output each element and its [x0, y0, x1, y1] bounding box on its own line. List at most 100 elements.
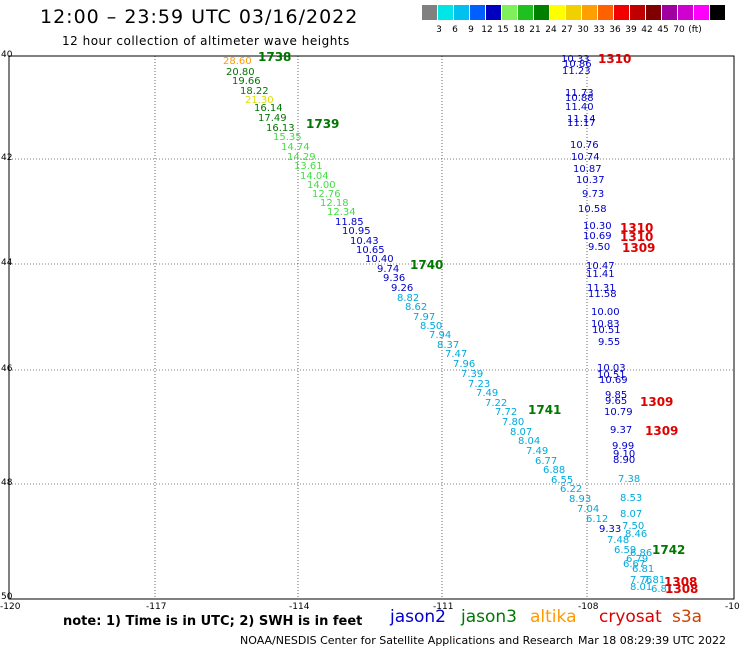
grid-lines	[9, 56, 734, 599]
wave-height-value: 9.74	[377, 264, 400, 275]
pass-time-label: 1308	[665, 582, 699, 596]
wave-height-value: 9.50	[588, 242, 611, 253]
wave-height-value: 14.00	[307, 180, 336, 191]
wave-height-value: 7.72	[495, 407, 518, 418]
y-tick-label: 44	[1, 258, 13, 268]
pass-time-label: 1309	[645, 424, 679, 438]
scale-label: 15	[497, 25, 509, 35]
wave-height-value: 21.30	[245, 95, 274, 106]
pass-time-label: 1740	[410, 258, 444, 272]
wave-height-value: 8.90	[613, 455, 636, 466]
scale-label: 27	[561, 25, 573, 35]
pass-time-label: 1738	[258, 50, 292, 64]
scale-label: 33	[593, 25, 605, 35]
wave-height-value: 6.88	[543, 465, 566, 476]
wave-height-value: 7.49	[526, 446, 549, 457]
wave-height-value: 8.01	[630, 582, 653, 593]
pass-time-label: 1742	[652, 543, 686, 557]
scale-swatch	[486, 5, 501, 20]
scale-label: 36	[609, 25, 621, 35]
wave-height-value: 10.83	[591, 319, 620, 330]
scale-swatch	[422, 5, 437, 20]
wave-height-value: 13.61	[294, 161, 323, 172]
wave-height-value: 10.00	[591, 307, 620, 318]
wave-height-value: 19.66	[232, 76, 261, 87]
wave-height-value: 11.85	[335, 217, 364, 228]
scale-label: 3	[436, 25, 442, 35]
wave-height-value: 9.10	[613, 449, 636, 460]
wave-height-value: 7.96	[453, 359, 476, 370]
scale-swatch	[566, 5, 581, 20]
scale-label: 39	[625, 25, 637, 35]
scale-label: 70	[673, 25, 685, 35]
wave-height-value: 8.62	[405, 302, 428, 313]
scale-swatch	[534, 5, 549, 20]
wave-height-value: 11.58	[588, 289, 617, 300]
scale-label: 42	[641, 25, 653, 35]
wave-height-value: 10.33	[561, 54, 590, 65]
scale-label: 9	[468, 25, 474, 35]
wave-height-value: 12.34	[327, 207, 356, 218]
legend-jason2: jason2	[390, 607, 446, 627]
scale-swatch	[518, 5, 533, 20]
wave-height-value: 10.76	[570, 140, 599, 151]
pass-time-label: 1310	[620, 221, 654, 235]
scale-label: 24	[545, 25, 557, 35]
wave-height-value: 11.73	[565, 88, 594, 99]
wave-height-value: 8.50	[420, 321, 443, 332]
scale-swatch	[694, 5, 709, 20]
wave-height-value: 20.80	[226, 67, 255, 78]
wave-height-value: 15.35	[273, 132, 302, 143]
wave-height-value: 14.74	[281, 142, 310, 153]
scale-label: 30	[577, 25, 589, 35]
wave-height-value: 10.87	[573, 164, 602, 175]
wave-height-value: 7.49	[476, 388, 499, 399]
wave-height-value: 6.86	[630, 548, 653, 559]
scale-swatch	[550, 5, 565, 20]
scale-label: 45	[657, 25, 669, 35]
x-tick-label: -111	[433, 602, 454, 612]
scale-swatch	[662, 5, 677, 20]
wave-height-value: 8.07	[620, 509, 643, 520]
wave-height-value: 7.97	[413, 312, 436, 323]
wave-height-value: 8.53	[620, 493, 643, 504]
wave-height-value: 7.38	[618, 474, 641, 485]
wave-height-value: 6.77	[535, 456, 558, 467]
wave-height-value: 9.33	[599, 524, 622, 535]
note-text: note: 1) Time is in UTC; 2) SWH is in fe…	[63, 614, 363, 629]
scale-swatch	[470, 5, 485, 20]
wave-height-value: 6.67	[623, 559, 646, 570]
wave-height-value: 16.13	[266, 123, 295, 134]
wave-height-value: 11.14	[567, 114, 596, 125]
wave-height-value: 8.82	[397, 293, 420, 304]
scale-label: 18	[513, 25, 525, 35]
wave-height-value: 14.04	[300, 171, 329, 182]
wave-height-value: 9.85	[605, 390, 628, 401]
wave-height-value: 10.58	[578, 204, 607, 215]
legend-altika: altika	[530, 607, 577, 627]
page-subtitle: 12 hour collection of altimeter wave hei…	[62, 34, 350, 48]
y-tick-label: 42	[1, 153, 13, 163]
wave-height-value: 11.41	[586, 269, 615, 280]
x-tick-label: -108	[578, 602, 599, 612]
wave-height-value: 6.22	[560, 484, 583, 495]
x-tick-label: -114	[289, 602, 310, 612]
wave-height-value: 7.23	[468, 379, 491, 390]
wave-height-value: 7.50	[622, 521, 645, 532]
wave-height-value: 9.55	[598, 337, 621, 348]
scale-label: 6	[452, 25, 458, 35]
x-tick-label: -120	[0, 602, 21, 612]
y-tick-label: 50	[1, 592, 13, 602]
wave-height-value: 9.36	[383, 273, 406, 284]
wave-height-value: 14.29	[287, 152, 316, 163]
wave-height-value: 7.39	[461, 369, 484, 380]
wave-height-value: 9.37	[610, 425, 633, 436]
wave-height-value: 10.47	[586, 261, 615, 272]
wave-height-value: 10.43	[350, 236, 379, 247]
pass-time-label: 1310	[620, 230, 654, 244]
wave-height-value: 10.51	[597, 370, 626, 381]
pass-time-label: 1739	[306, 117, 340, 131]
scale-label: 12	[481, 25, 493, 35]
wave-height-value: 10.74	[571, 152, 600, 163]
pass-time-label: 1309	[622, 241, 656, 255]
